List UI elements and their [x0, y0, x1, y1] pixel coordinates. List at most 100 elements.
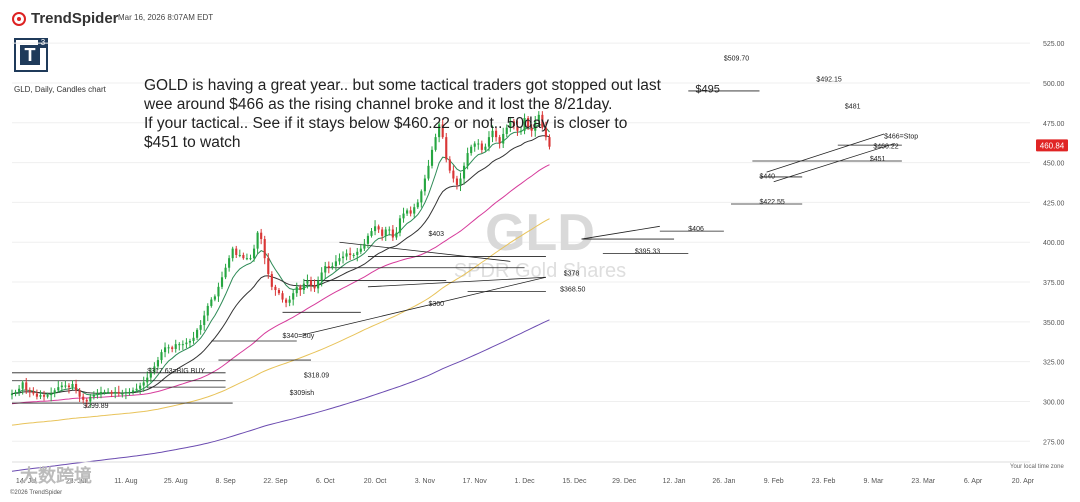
candle-body	[484, 146, 487, 150]
x-tick-label: 6. Apr	[964, 478, 983, 485]
candle-body	[163, 347, 167, 353]
y-tick-label: 500.00	[1043, 81, 1065, 88]
candle-body	[473, 143, 476, 147]
brand-name: TrendSpider	[31, 10, 119, 27]
y-tick-label: 425.00	[1043, 200, 1065, 207]
y-tick-label: 450.00	[1043, 161, 1065, 168]
candle-body	[263, 239, 266, 259]
candle-body	[409, 210, 412, 214]
t3-logo: T 3	[14, 38, 48, 72]
candle-body	[309, 280, 313, 286]
ma-line	[11, 123, 550, 396]
candle-body	[203, 315, 206, 326]
candle-body	[331, 266, 334, 268]
candle-body	[35, 393, 38, 397]
candle-body	[71, 383, 74, 388]
candle-body	[260, 232, 263, 240]
candle-body	[356, 251, 359, 255]
candle-body	[544, 127, 547, 138]
candle-body	[281, 293, 284, 300]
candle-body	[345, 253, 348, 257]
last-price-tag-value: 460.84	[1040, 141, 1065, 150]
candle-body	[181, 344, 184, 346]
candle-body	[131, 390, 135, 392]
candle-body	[199, 325, 202, 330]
price-label: $481	[845, 103, 861, 110]
candle-body	[381, 229, 384, 236]
trend-line	[303, 276, 547, 335]
y-tick-label: 525.00	[1043, 41, 1065, 48]
candle-body	[363, 243, 366, 249]
y-tick-label: 300.00	[1043, 399, 1065, 406]
candle-body	[292, 293, 295, 300]
x-tick-label: 1. Dec	[514, 478, 535, 485]
candle-body	[28, 390, 31, 392]
candle-body	[217, 286, 220, 297]
price-label: $395.33	[635, 248, 660, 255]
price-label: $492.15	[816, 76, 841, 83]
last-price-tag[interactable]: 460.84	[1036, 139, 1068, 152]
candle-body	[455, 178, 458, 185]
x-tick-label: 6. Oct	[316, 478, 335, 485]
candle-body	[302, 283, 305, 291]
candle-body	[320, 272, 323, 281]
candle-body	[274, 286, 277, 291]
candle-body	[438, 124, 441, 138]
y-tick-label: 475.00	[1043, 121, 1065, 128]
candle-body	[306, 280, 309, 284]
candle-body	[103, 391, 106, 393]
candle-body	[128, 391, 131, 393]
candle-body	[196, 329, 199, 338]
candle-body	[270, 274, 273, 287]
logo-letter: T	[20, 45, 40, 65]
candle-body	[110, 391, 113, 394]
candle-body	[534, 121, 537, 131]
candle-body	[78, 390, 81, 397]
candle-body	[502, 133, 505, 144]
candle-body	[107, 391, 110, 393]
price-label: $509.70	[724, 56, 749, 63]
candle-body	[10, 393, 14, 396]
candle-body	[313, 285, 316, 289]
ma-line	[11, 164, 550, 405]
candle-body	[231, 248, 234, 259]
candle-body	[156, 360, 160, 367]
candle-body	[153, 366, 156, 373]
x-axis: 14. Jul 28. Jul 11. Aug 25. Aug 8. Sep 22. Se…	[12, 461, 1035, 485]
x-tick-label: 17. Nov	[463, 478, 488, 485]
candle-body	[42, 395, 46, 397]
candle-body	[139, 385, 142, 389]
candle-body	[366, 235, 370, 244]
candle-body	[495, 130, 498, 138]
price-label: $368.50	[560, 287, 585, 294]
price-label: $309ish	[290, 390, 315, 397]
y-tick-label: 275.00	[1043, 439, 1065, 446]
candle-body	[288, 299, 291, 303]
price-annotations: $509.70 $495 $492.15 $481 $466=Stop $460.22 $4…	[83, 56, 918, 410]
price-label: $340=Buy	[283, 333, 315, 340]
candle-body	[527, 118, 530, 128]
price-label: $460.22	[873, 143, 898, 150]
trend-line	[766, 133, 885, 173]
candle-body	[434, 137, 437, 150]
last-price-tag-bg	[1036, 139, 1068, 152]
candle-body	[220, 277, 224, 287]
brand-logo[interactable]: TrendSpider	[12, 10, 119, 27]
candle-body	[167, 347, 170, 349]
y-tick-label: 325.00	[1043, 360, 1065, 367]
annotation-line-2: wee around $466 as the rising channel br…	[144, 96, 613, 113]
trendspider-icon	[12, 11, 26, 26]
candle-body	[324, 266, 327, 273]
price-label: $466=Stop	[884, 134, 918, 141]
ticker-watermark: GLD	[485, 204, 595, 262]
candle-body	[171, 347, 174, 349]
candle-body	[423, 178, 426, 192]
timezone-note[interactable]: Your local time zone	[1010, 464, 1064, 470]
annotation-line-4: $451 to watch	[144, 134, 241, 151]
candle-body	[384, 229, 387, 236]
x-tick-label: 29. Dec	[612, 478, 637, 485]
x-tick-label: 3. Nov	[415, 478, 436, 485]
candle-body	[14, 391, 17, 394]
candle-body	[252, 248, 256, 259]
